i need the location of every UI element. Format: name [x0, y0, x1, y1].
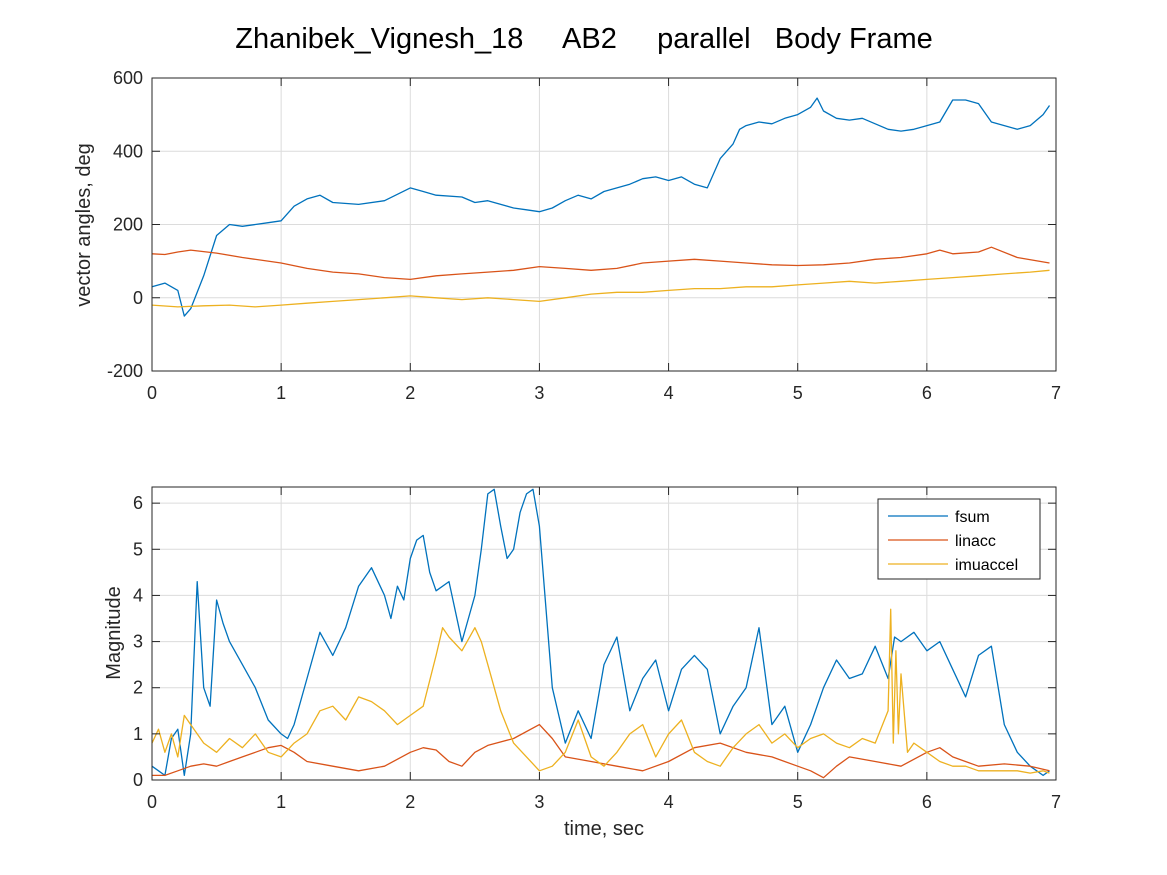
legend-label-linacc: linacc	[955, 533, 996, 550]
bottom-plot-x-ticks: 0 1 2 3 4 5 6 7	[147, 487, 1061, 812]
top-x-tick-label: 7	[1051, 383, 1061, 403]
bottom-x-tick-label: 5	[793, 792, 803, 812]
top-line-series-3	[151, 269, 1050, 308]
bottom-line-fsum	[151, 488, 1050, 777]
bottom-x-tick-label: 7	[1051, 792, 1061, 812]
top-x-tick-label: 3	[534, 383, 544, 403]
top-y-tick-label: -200	[107, 361, 143, 381]
bottom-line-linacc	[152, 723, 1050, 779]
bottom-y-tick-label: 2	[133, 678, 143, 698]
bottom-x-tick-label: 4	[664, 792, 674, 812]
bottom-y-tick-label: 4	[133, 585, 143, 605]
bottom-plot: 0 1 2 3 4 5 6 7 0 1 2 3 4 5 6 Magnitude time, sec fsu…	[103, 486, 1061, 840]
bottom-y-tick-label: 5	[133, 539, 143, 559]
bottom-line-imuaccel	[151, 608, 1050, 774]
legend-label-imuaccel: imuaccel	[955, 557, 1018, 574]
top-y-tick-label: 200	[113, 215, 143, 235]
top-y-tick-label: 600	[113, 68, 143, 88]
top-line-series-2	[151, 246, 1050, 281]
bottom-x-tick-label: 1	[276, 792, 286, 812]
top-plot-y-axis-label: vector angles, deg	[73, 143, 95, 306]
top-x-tick-label: 2	[405, 383, 415, 403]
legend: fsum linacc imuaccel	[877, 498, 1041, 580]
legend-label-fsum: fsum	[955, 509, 990, 526]
bottom-y-tick-label: 1	[133, 724, 143, 744]
legend-box	[877, 498, 1041, 580]
bottom-y-tick-label: 0	[133, 770, 143, 790]
top-plot-x-ticks: 0 1 2 3 4 5 6 7	[147, 78, 1061, 403]
top-x-tick-label: 5	[793, 383, 803, 403]
top-plot-lines	[151, 97, 1051, 317]
top-x-tick-label: 0	[147, 383, 157, 403]
bottom-x-tick-label: 3	[534, 792, 544, 812]
bottom-plot-x-axis-label: time, sec	[564, 818, 644, 840]
top-x-tick-label: 4	[664, 383, 674, 403]
top-y-tick-label: 400	[113, 141, 143, 161]
top-plot-y-ticks: -200 0 200 400 600	[107, 68, 1056, 381]
figure-title: Zhanibek_Vignesh_18 AB2 parallel Body Fr…	[235, 23, 933, 55]
top-line-series-1	[151, 97, 1051, 317]
bottom-y-tick-label: 3	[133, 632, 143, 652]
bottom-x-tick-label: 6	[922, 792, 932, 812]
top-x-tick-label: 1	[276, 383, 286, 403]
bottom-y-tick-label: 6	[133, 493, 143, 513]
bottom-x-tick-label: 2	[405, 792, 415, 812]
bottom-plot-frame	[151, 486, 1057, 781]
bottom-x-tick-label: 0	[147, 792, 157, 812]
bottom-plot-lines	[151, 488, 1050, 779]
bottom-plot-y-axis-label: Magnitude	[103, 586, 125, 679]
bottom-plot-y-ticks: 0 1 2 3 4 5 6	[133, 493, 1056, 790]
top-y-tick-label: 0	[133, 288, 143, 308]
top-x-tick-label: 6	[922, 383, 932, 403]
